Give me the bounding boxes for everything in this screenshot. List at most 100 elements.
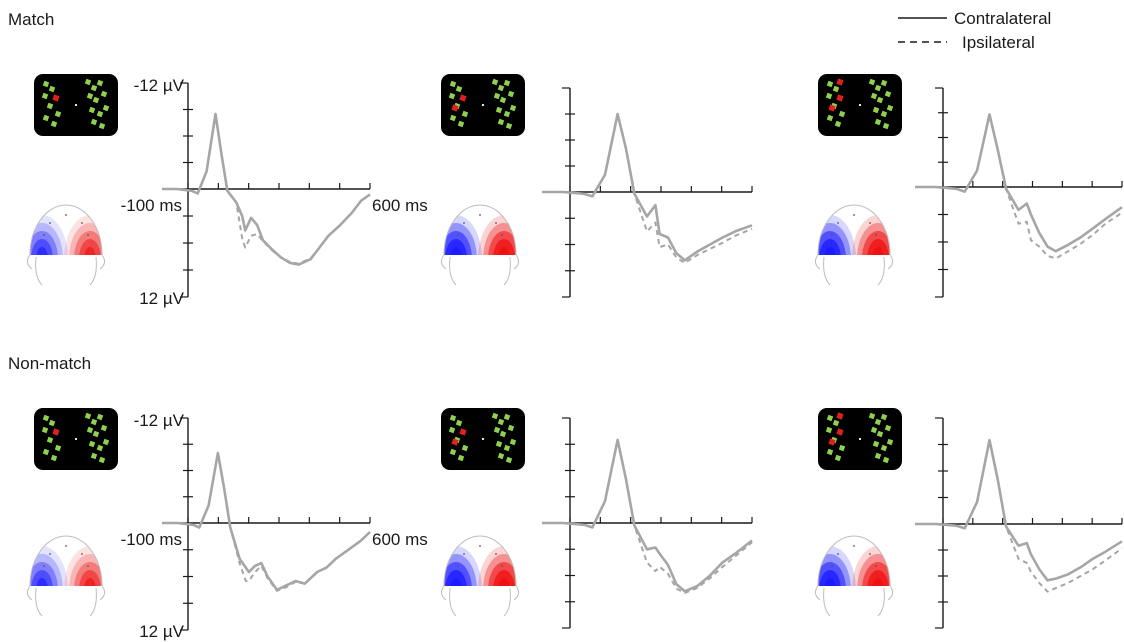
- stimulus-item-distractor: [86, 426, 94, 434]
- scalp-contour-negative: [31, 239, 53, 255]
- stimulus-item-distractor: [41, 426, 49, 434]
- waveform-contralateral: [162, 451, 371, 592]
- stimulus-item-distractor: [497, 84, 505, 92]
- waveform-ipsilateral: [915, 113, 1123, 260]
- stimulus-item-target: [836, 94, 844, 102]
- electrode-dot: [43, 234, 45, 236]
- stimulus-item-distractor: [84, 78, 92, 86]
- fixation-dot: [858, 437, 862, 441]
- erp-panel-match-3: [814, 74, 1123, 298]
- legend: Contralateral Ipsilateral: [898, 9, 1051, 52]
- stimulus-display: [441, 408, 525, 470]
- stimulus-item-distractor: [457, 454, 465, 462]
- erp-panel-nonmatch-2: [440, 408, 753, 629]
- stimulus-item-distractor: [92, 96, 100, 104]
- stimulus-item-distractor: [42, 448, 50, 456]
- stimulus-item-distractor: [503, 79, 511, 87]
- stimulus-item-distractor: [86, 92, 94, 100]
- electrode-dot: [43, 565, 45, 567]
- waveform-ipsilateral: [542, 438, 753, 594]
- electrode-dot: [479, 545, 481, 547]
- scalp-contour-positive: [478, 215, 516, 255]
- stimulus-item-distractor: [493, 426, 501, 434]
- electrode-dot: [837, 553, 839, 555]
- head-neck-outline: [449, 587, 511, 617]
- stimulus-item-target: [828, 438, 836, 446]
- ear-right-outline: [887, 254, 894, 270]
- electrode-dot: [831, 565, 833, 567]
- stimulus-item-distractor: [42, 114, 50, 122]
- stimulus-item-distractor: [100, 424, 108, 432]
- stimulus-item-target: [52, 94, 60, 102]
- stimulus-item-distractor: [497, 118, 505, 126]
- scalp-contour-negative: [819, 239, 841, 255]
- head-neck-outline: [449, 256, 511, 286]
- scalp-contour-negative: [824, 247, 836, 255]
- scalp-contour-negative: [818, 546, 856, 586]
- stimulus-item-distractor: [834, 454, 842, 462]
- head-neck-outline: [35, 256, 97, 286]
- scalp-contour-negative: [818, 231, 846, 255]
- scalp-contour-negative: [30, 562, 58, 586]
- stimulus-item-distractor: [92, 430, 100, 438]
- stimulus-item-distractor: [870, 92, 878, 100]
- waveform-contralateral: [915, 438, 1123, 582]
- electrode-dot: [495, 222, 497, 224]
- stimulus-display: [441, 74, 525, 136]
- stimulus-item-distractor: [90, 118, 98, 126]
- electrode-dot: [837, 222, 839, 224]
- erp-panel-match-2: [440, 74, 753, 298]
- stimulus-item-distractor: [102, 104, 110, 112]
- scalp-contour-positive: [493, 570, 515, 586]
- electrode-dot: [81, 553, 83, 555]
- stimulus-item-distractor: [509, 438, 517, 446]
- stimulus-item-distractor: [449, 448, 457, 456]
- stimulus-item-distractor: [54, 444, 62, 452]
- row-title-nonmatch: Non-match: [8, 354, 91, 373]
- stimulus-display: [34, 74, 118, 136]
- head-neck-outline: [35, 587, 97, 617]
- stimulus-item-distractor: [505, 456, 513, 464]
- ear-left-outline: [26, 585, 33, 601]
- erp-panel-nonmatch-1: -12 µV 12 µV -100 ms 600 ms: [26, 408, 428, 641]
- electrode-dot: [875, 565, 877, 567]
- stimulus-item-target: [451, 438, 459, 446]
- scalp-contour-positive: [64, 215, 102, 255]
- stimulus-item-distractor: [838, 444, 846, 452]
- ear-right-outline: [99, 585, 106, 601]
- ear-left-outline: [26, 254, 33, 270]
- stimulus-item-distractor: [50, 120, 58, 128]
- stimulus-item-distractor: [868, 78, 876, 86]
- head-outline: [443, 204, 517, 256]
- scalp-map: [814, 204, 894, 286]
- stimulus-item-distractor: [826, 414, 834, 422]
- electrode-dot: [869, 222, 871, 224]
- scalp-contour-negative: [450, 247, 462, 255]
- waveform-ipsilateral: [915, 439, 1123, 593]
- electrode-dot: [479, 214, 481, 216]
- stimulus-item-distractor: [84, 412, 92, 420]
- stimulus-item-distractor: [448, 92, 456, 100]
- stimulus-item-distractor: [874, 118, 882, 126]
- stimulus-item-distractor: [461, 110, 469, 118]
- scalp-contour-positive: [862, 231, 890, 255]
- ear-right-outline: [513, 585, 520, 601]
- scalp-contour-positive: [498, 578, 510, 586]
- stimulus-item-distractor: [98, 122, 106, 130]
- electrode-dot: [457, 234, 459, 236]
- electrode-dot: [87, 565, 89, 567]
- scalp-contour-negative: [444, 562, 472, 586]
- stimulus-item-distractor: [96, 110, 104, 118]
- fixation-dot: [74, 437, 78, 441]
- stimulus-item-distractor: [449, 114, 457, 122]
- scalp-contour-negative: [30, 546, 68, 586]
- stimulus-item-distractor: [449, 414, 457, 422]
- scalp-contour-positive: [493, 239, 515, 255]
- stimulus-item-distractor: [90, 84, 98, 92]
- stimulus-item-distractor: [868, 412, 876, 420]
- stimulus-item-distractor: [46, 102, 54, 110]
- fixation-dot: [481, 103, 485, 107]
- scalp-contour-negative: [444, 546, 482, 586]
- stimulus-item-distractor: [455, 85, 463, 93]
- stimulus-item-target: [836, 428, 844, 436]
